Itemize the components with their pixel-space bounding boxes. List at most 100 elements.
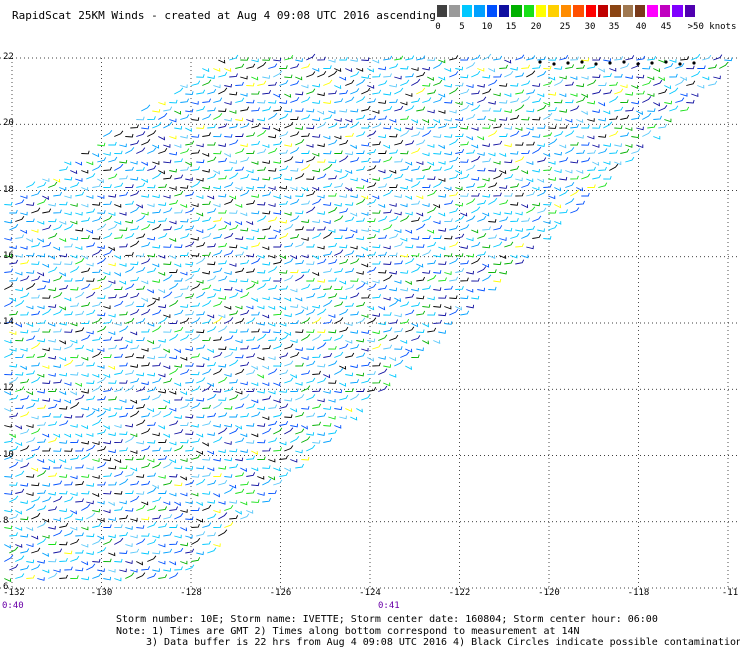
wind-barb bbox=[9, 394, 19, 401]
wind-barb bbox=[537, 143, 545, 148]
wind-barb bbox=[466, 304, 475, 309]
wind-barb bbox=[323, 100, 332, 105]
wind-barb bbox=[202, 540, 211, 545]
wind-barb bbox=[411, 131, 421, 137]
wind-barb bbox=[31, 242, 41, 248]
wind-barb bbox=[202, 357, 210, 361]
wind-barb bbox=[191, 492, 199, 497]
wind-barb bbox=[268, 306, 276, 310]
wind-barb bbox=[620, 63, 630, 69]
wind-barb bbox=[438, 76, 446, 81]
wind-barb bbox=[306, 444, 316, 452]
wind-barb bbox=[163, 461, 173, 469]
wind-barb bbox=[191, 203, 199, 208]
wind-barb bbox=[262, 427, 272, 435]
wind-barb bbox=[119, 344, 129, 350]
wind-barb bbox=[647, 124, 657, 129]
wind-barb bbox=[86, 229, 94, 234]
wind-barb bbox=[53, 346, 62, 351]
wind-barb bbox=[103, 271, 111, 276]
wind-barb bbox=[152, 411, 162, 418]
wind-barb bbox=[389, 170, 397, 174]
wind-barb bbox=[345, 340, 353, 344]
wind-barb bbox=[207, 124, 216, 129]
wind-barb bbox=[477, 167, 486, 172]
wind-barb bbox=[339, 173, 349, 180]
wind-barb bbox=[97, 462, 107, 469]
wind-barb bbox=[262, 382, 270, 387]
wind-barb bbox=[169, 506, 179, 511]
wind-barb bbox=[290, 186, 298, 191]
wind-barb bbox=[515, 127, 523, 131]
wind-barb bbox=[455, 133, 464, 138]
wind-barb bbox=[383, 91, 392, 96]
wind-barb bbox=[130, 140, 140, 146]
wind-barb bbox=[268, 63, 278, 69]
wind-barb bbox=[504, 143, 512, 148]
wind-barb bbox=[273, 427, 283, 435]
wind-barb bbox=[279, 65, 288, 69]
wind-barb bbox=[389, 215, 399, 222]
wind-barb bbox=[92, 475, 100, 479]
wind-barb bbox=[328, 429, 338, 435]
wind-barb bbox=[295, 394, 305, 401]
wind-barb bbox=[163, 314, 171, 319]
wind-barb bbox=[295, 362, 304, 367]
wind-barb bbox=[570, 56, 579, 61]
wind-barb bbox=[306, 293, 316, 299]
wind-barb bbox=[323, 406, 332, 410]
wind-barb bbox=[603, 121, 613, 129]
wind-barb bbox=[4, 391, 12, 396]
wind-barb bbox=[20, 395, 30, 401]
wind-barb bbox=[356, 68, 364, 72]
wind-barb bbox=[521, 116, 530, 121]
wind-barb bbox=[284, 122, 294, 129]
wind-barb bbox=[251, 499, 260, 503]
wind-barb bbox=[202, 153, 210, 157]
wind-barb bbox=[15, 199, 25, 205]
wind-barb bbox=[229, 484, 237, 489]
wind-barb bbox=[218, 501, 226, 505]
wind-barb bbox=[207, 275, 217, 282]
wind-barb bbox=[257, 456, 266, 461]
wind-barb bbox=[438, 161, 446, 165]
wind-barb bbox=[378, 269, 387, 274]
wind-barb bbox=[471, 54, 481, 61]
wind-barb bbox=[334, 368, 344, 375]
wind-barb bbox=[295, 347, 303, 351]
wind-barb bbox=[477, 232, 487, 239]
wind-barb bbox=[42, 398, 51, 402]
wind-barb bbox=[224, 286, 233, 291]
wind-barb bbox=[295, 449, 303, 454]
wind-barb bbox=[378, 100, 387, 104]
wind-barb bbox=[185, 447, 194, 452]
wind-barb bbox=[240, 122, 250, 129]
wind-barb bbox=[81, 474, 90, 478]
wind-barb bbox=[438, 277, 447, 282]
wind-barb bbox=[108, 224, 118, 231]
wind-barb bbox=[229, 310, 239, 316]
wind-barb bbox=[587, 118, 595, 122]
wind-barb bbox=[163, 329, 172, 333]
contamination-circle bbox=[580, 60, 584, 64]
wind-barb bbox=[570, 159, 579, 164]
wind-barb bbox=[306, 309, 316, 316]
wind-barb bbox=[86, 362, 95, 367]
wind-barb bbox=[334, 150, 343, 154]
wind-barb bbox=[279, 322, 287, 327]
wind-barb bbox=[312, 232, 322, 239]
wind-barb bbox=[339, 123, 349, 129]
wind-barb bbox=[147, 521, 157, 528]
wind-barb bbox=[323, 268, 333, 273]
wind-barb bbox=[521, 170, 529, 175]
wind-barb bbox=[26, 492, 34, 496]
wind-barb bbox=[185, 293, 195, 299]
wind-barb bbox=[411, 253, 420, 257]
wind-barb bbox=[207, 107, 216, 112]
wind-barb bbox=[240, 513, 250, 520]
wind-barb bbox=[510, 202, 519, 206]
wind-barb bbox=[455, 267, 465, 273]
wind-barb bbox=[125, 317, 135, 324]
wind-barb bbox=[81, 301, 91, 307]
wind-barb bbox=[64, 176, 73, 181]
